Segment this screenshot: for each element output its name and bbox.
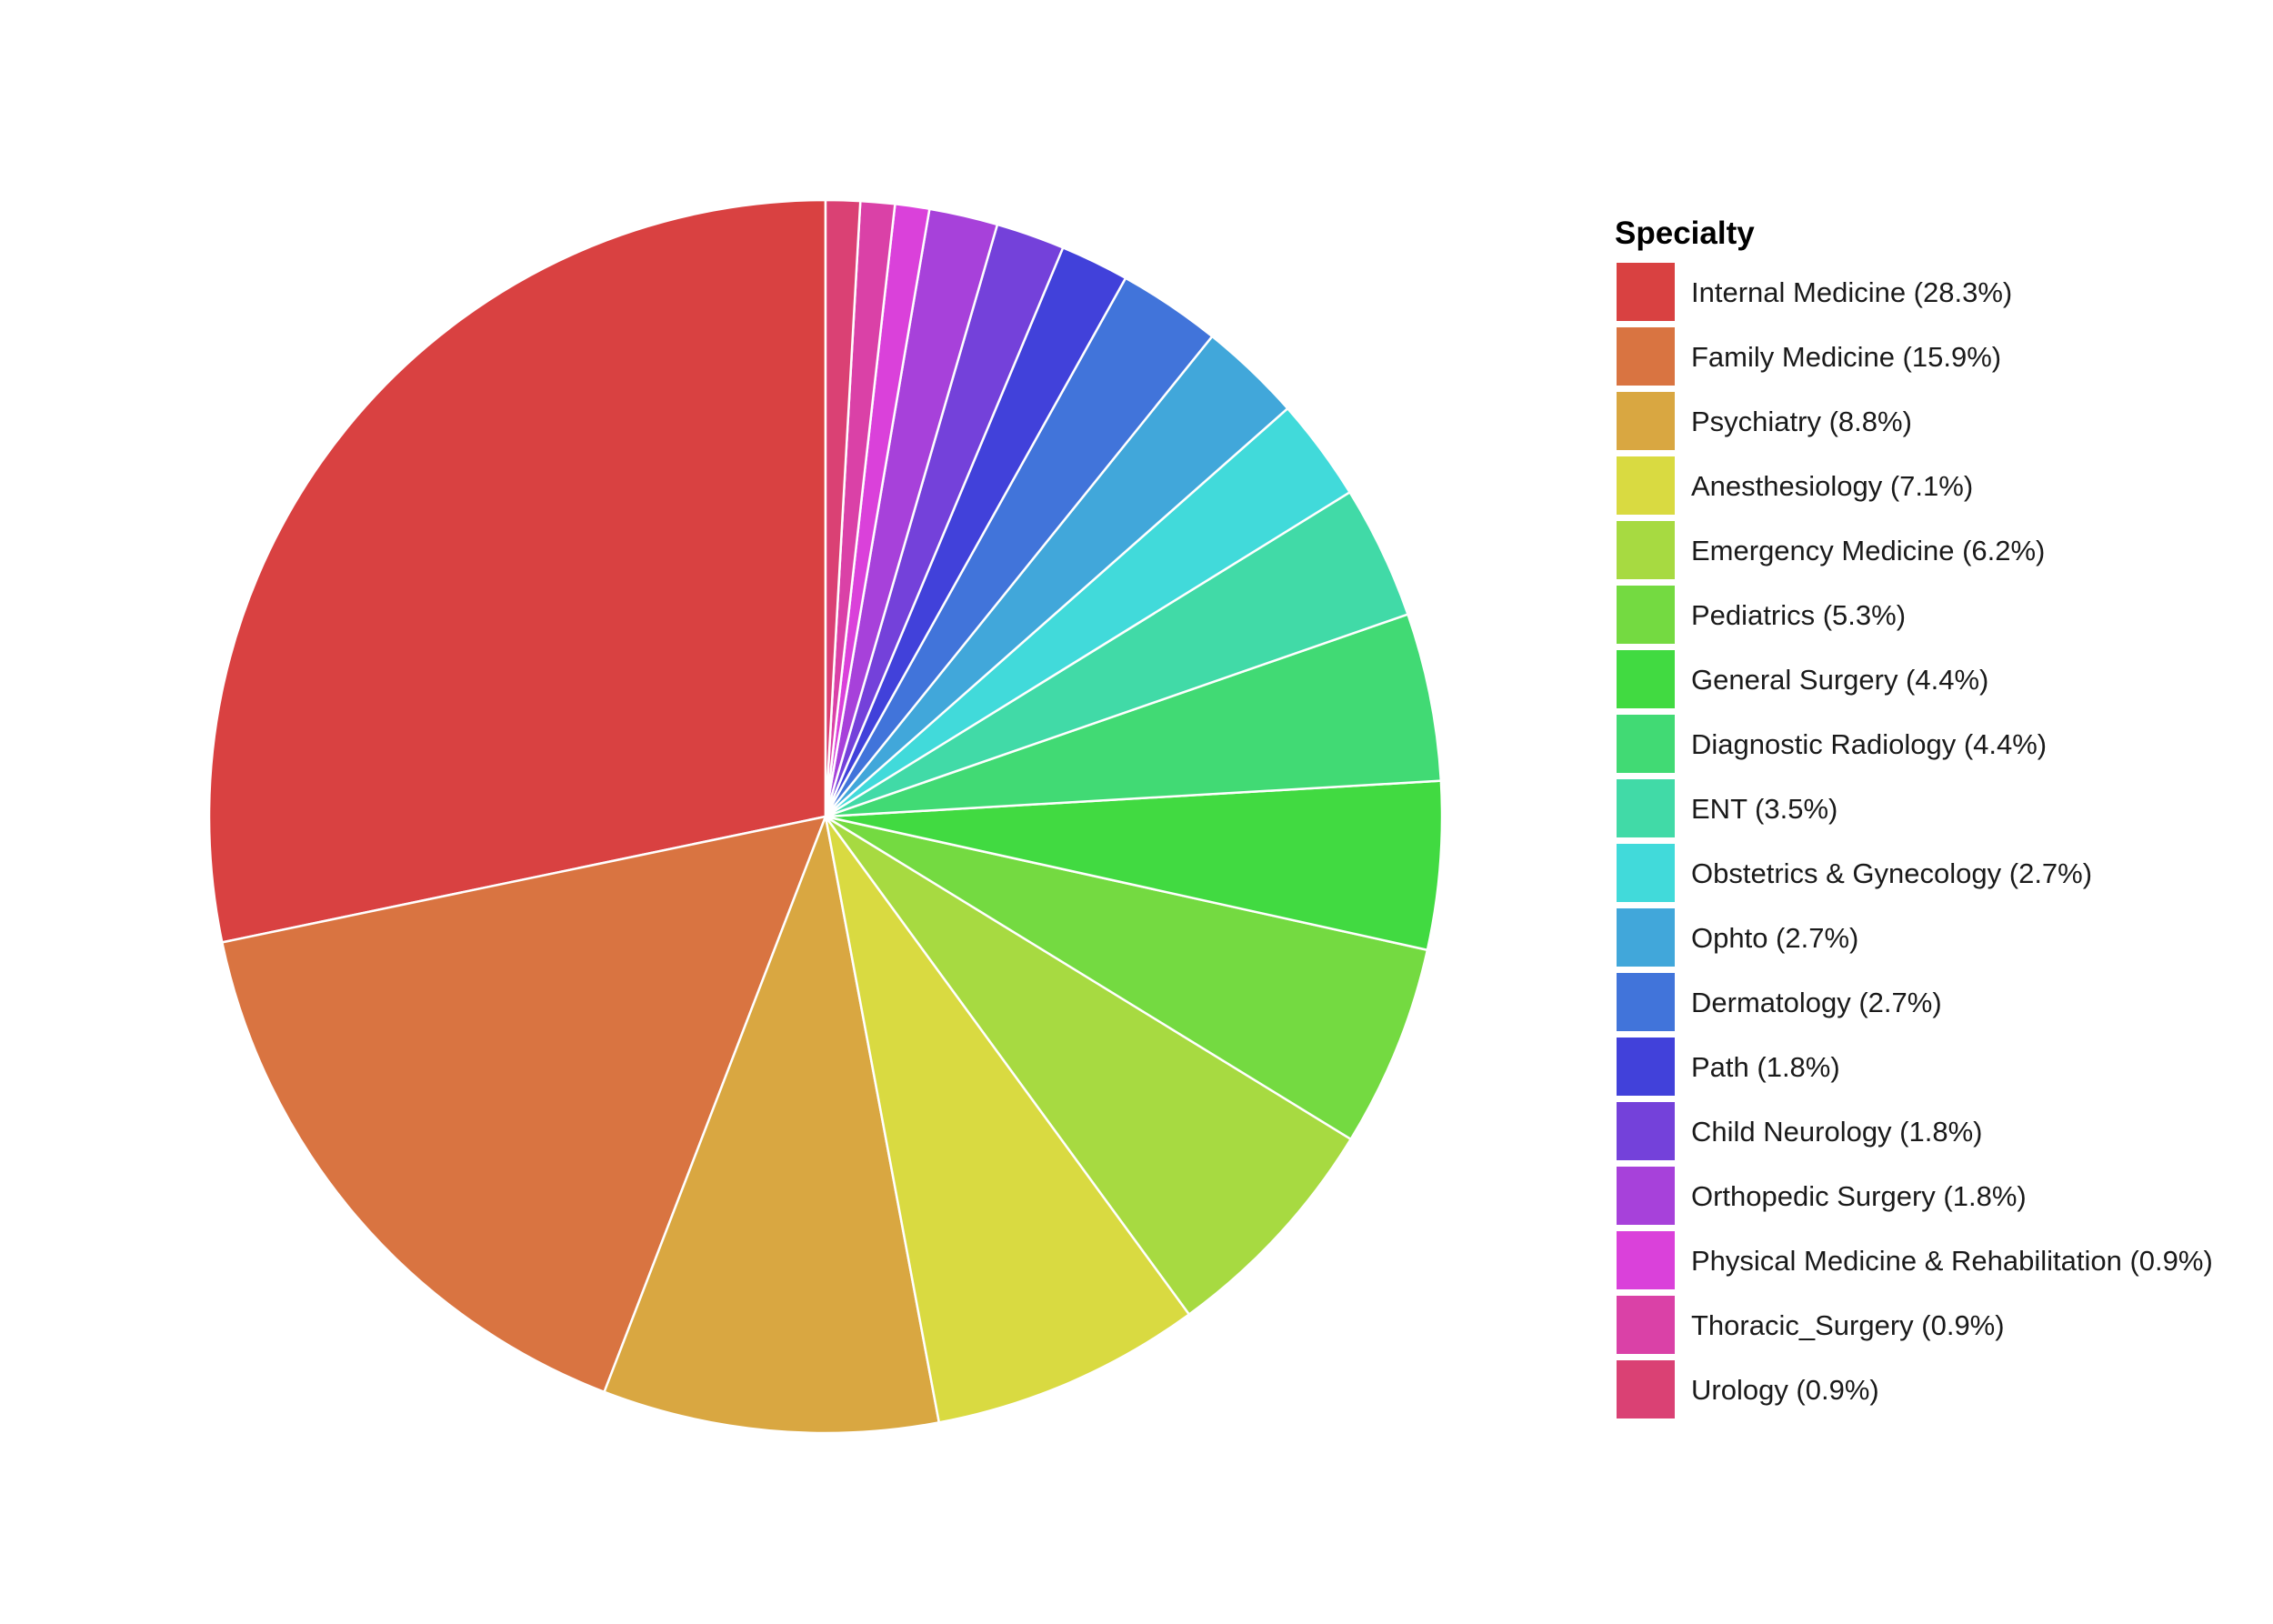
legend-label: Internal Medicine (28.3%) <box>1691 276 2012 308</box>
pie-slice-internal-medicine <box>207 198 827 944</box>
legend-items: Internal Medicine (28.3%) Family Medicine… <box>1617 263 2213 1418</box>
legend-key <box>1617 327 1675 386</box>
pie-slices <box>207 198 1444 1435</box>
legend-label: Ophto (2.7%) <box>1691 922 1858 954</box>
legend-key <box>1617 1360 1675 1418</box>
legend-label: Emergency Medicine (6.2%) <box>1691 535 2045 566</box>
legend-key <box>1617 1296 1675 1354</box>
legend-key <box>1617 392 1675 450</box>
pie-slice-diagnostic-radiology <box>824 613 1443 818</box>
legend-key <box>1617 715 1675 773</box>
legend-key <box>1617 908 1675 967</box>
legend-label: ENT (3.5%) <box>1691 793 1837 825</box>
legend-key <box>1617 521 1675 579</box>
legend-key <box>1617 844 1675 902</box>
pie-slice-psychiatry <box>603 815 941 1435</box>
legend-key <box>1617 1231 1675 1289</box>
legend-key <box>1617 263 1675 321</box>
legend-label: General Surgery (4.4%) <box>1691 664 1988 696</box>
pie-slice-emergency-medicine <box>824 815 1352 1316</box>
legend-label: Family Medicine (15.9%) <box>1691 341 2001 373</box>
legend-label: Path (1.8%) <box>1691 1051 1840 1083</box>
legend-key <box>1617 456 1675 515</box>
legend-key <box>1617 1038 1675 1096</box>
pie-slice-anesthesiology <box>824 815 1191 1424</box>
legend-key <box>1617 586 1675 644</box>
legend-label: Physical Medicine & Rehabilitation (0.9%… <box>1691 1245 2213 1277</box>
pie-slice-pediatrics <box>824 815 1429 1141</box>
legend-label: Orthopedic Surgery (1.8%) <box>1691 1180 2027 1212</box>
legend-title: Specialty <box>1615 216 1755 251</box>
legend-label: Thoracic_Surgery (0.9%) <box>1691 1309 2005 1341</box>
legend-label: Anesthesiology (7.1%) <box>1691 470 1973 502</box>
pie-slice-general-surgery <box>824 779 1444 951</box>
legend-key <box>1617 650 1675 708</box>
legend-label: Diagnostic Radiology (4.4%) <box>1691 728 2047 760</box>
legend-label: Child Neurology (1.8%) <box>1691 1116 1982 1148</box>
legend-label: Obstetrics & Gynecology (2.7%) <box>1691 857 2092 889</box>
pie-slice-family-medicine <box>221 815 827 1394</box>
legend-key <box>1617 1102 1675 1160</box>
legend-key <box>1617 973 1675 1031</box>
legend-key <box>1617 1167 1675 1225</box>
legend: Specialty Internal Medicine (28.3%) Famil… <box>1615 216 2213 1418</box>
legend-label: Psychiatry (8.8%) <box>1691 406 1912 437</box>
legend-label: Dermatology (2.7%) <box>1691 987 1942 1018</box>
legend-key <box>1617 779 1675 837</box>
legend-label: Pediatrics (5.3%) <box>1691 599 1906 631</box>
legend-label: Urology (0.9%) <box>1691 1374 1879 1406</box>
pie-slice-urology <box>824 198 862 818</box>
